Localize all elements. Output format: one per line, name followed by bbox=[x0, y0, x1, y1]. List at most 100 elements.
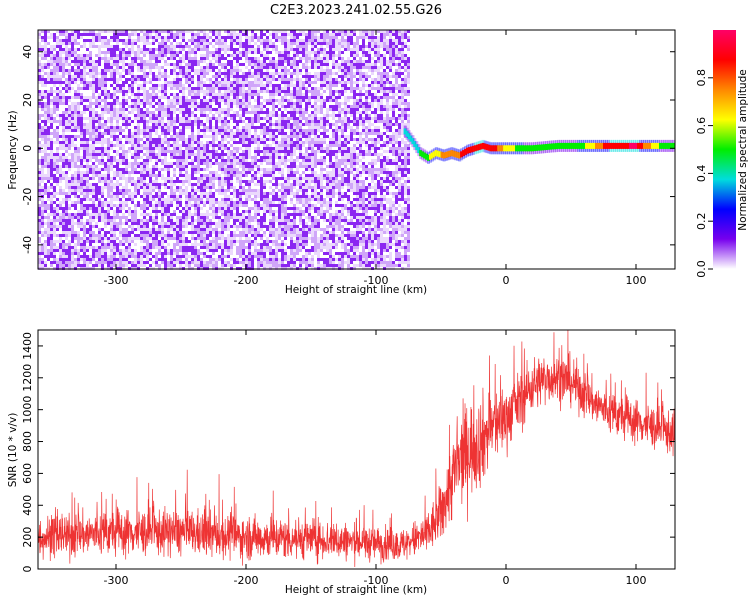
spectrogram-noise-cell bbox=[56, 216, 59, 219]
spectrogram-noise-cell bbox=[269, 219, 272, 222]
spectrogram-noise-cell bbox=[185, 225, 188, 228]
spectrogram-noise-cell bbox=[137, 222, 140, 225]
spectrogram-noise-cell bbox=[194, 177, 197, 180]
spectrogram-noise-cell bbox=[50, 198, 53, 201]
spectrogram-noise-cell bbox=[191, 132, 194, 135]
spectrogram-noise-cell bbox=[227, 81, 230, 84]
spectrogram-noise-cell bbox=[83, 111, 86, 114]
spectrogram-noise-cell bbox=[164, 45, 167, 48]
spectrogram-noise-cell bbox=[185, 42, 188, 45]
spectrogram-noise-cell bbox=[185, 222, 188, 225]
spectrogram-noise-cell bbox=[83, 54, 86, 57]
spectrogram-noise-cell bbox=[89, 177, 92, 180]
spectrogram-noise-cell bbox=[269, 135, 272, 138]
spectrogram-noise-cell bbox=[119, 144, 122, 147]
spectrogram-noise-cell bbox=[71, 255, 74, 258]
spectrogram-noise-cell bbox=[239, 159, 242, 162]
spectrogram-noise-cell bbox=[266, 156, 269, 159]
spectrogram-noise-cell bbox=[56, 204, 59, 207]
spectrogram-noise-cell bbox=[113, 240, 116, 243]
spectrogram-noise-cell bbox=[179, 180, 182, 183]
spectrogram-noise-cell bbox=[59, 66, 62, 69]
spectrogram-noise-cell bbox=[158, 249, 161, 252]
spectrogram-noise-cell bbox=[107, 180, 110, 183]
spectrogram-noise-cell bbox=[146, 135, 149, 138]
spectrogram-noise-cell bbox=[65, 48, 68, 51]
spectrogram-noise-cell bbox=[113, 225, 116, 228]
spectrogram-noise-cell bbox=[137, 126, 140, 129]
spectrogram-noise-cell bbox=[155, 36, 158, 39]
spectrogram-noise-cell bbox=[116, 246, 119, 249]
spectrogram-noise-cell bbox=[254, 138, 257, 141]
spectrogram-noise-cell bbox=[53, 261, 56, 264]
spectrogram-noise-cell bbox=[161, 120, 164, 123]
spectrogram-noise-cell bbox=[50, 159, 53, 162]
spectrogram-noise-cell bbox=[221, 39, 224, 42]
spectrogram-noise-cell bbox=[194, 231, 197, 234]
spectrogram-noise-cell bbox=[179, 69, 182, 72]
spectrogram-noise-cell bbox=[110, 240, 113, 243]
spectrogram-noise-cell bbox=[83, 153, 86, 156]
spectrogram-noise-cell bbox=[179, 105, 182, 108]
spectrogram-noise-cell bbox=[89, 57, 92, 60]
spectrogram-noise-cell bbox=[116, 57, 119, 60]
spectrogram-noise-cell bbox=[41, 129, 44, 132]
spectrogram-noise-cell bbox=[56, 162, 59, 165]
spectrogram-noise-cell bbox=[221, 84, 224, 87]
spectrogram-noise-cell bbox=[41, 51, 44, 54]
spectrogram-noise-cell bbox=[164, 138, 167, 141]
spectrogram-noise-cell bbox=[215, 234, 218, 237]
spectrogram-noise-cell bbox=[62, 177, 65, 180]
spectrogram-noise-cell bbox=[161, 57, 164, 60]
spectrogram-noise-cell bbox=[146, 144, 149, 147]
spectrogram-noise-cell bbox=[248, 246, 251, 249]
spectrogram-noise-cell bbox=[68, 108, 71, 111]
spectrogram-noise-cell bbox=[110, 207, 113, 210]
spectrogram-noise-cell bbox=[41, 261, 44, 264]
spectrogram-noise-cell bbox=[161, 66, 164, 69]
spectrogram-noise-cell bbox=[122, 186, 125, 189]
spectrogram-noise-cell bbox=[200, 228, 203, 231]
spectrogram-noise-cell bbox=[116, 72, 119, 75]
spectrogram-noise-cell bbox=[227, 72, 230, 75]
spectrogram-noise-cell bbox=[98, 237, 101, 240]
spectrogram-noise-cell bbox=[149, 213, 152, 216]
spectrogram-noise-cell bbox=[125, 45, 128, 48]
spectrogram-noise-cell bbox=[113, 93, 116, 96]
spectrogram-noise-cell bbox=[254, 99, 257, 102]
spectrogram-noise-cell bbox=[128, 54, 131, 57]
spectrogram-noise-cell bbox=[269, 261, 272, 264]
spectrogram-noise-cell bbox=[74, 75, 77, 78]
spectrogram-noise-cell bbox=[113, 171, 116, 174]
spectrogram-noise-cell bbox=[62, 228, 65, 231]
spectrogram-noise-cell bbox=[116, 78, 119, 81]
spectrogram-noise-cell bbox=[116, 102, 119, 105]
spectrogram-noise-cell bbox=[50, 192, 53, 195]
spectrogram-noise-cell bbox=[191, 252, 194, 255]
spectrogram-noise-cell bbox=[164, 39, 167, 42]
spectrogram-noise-cell bbox=[119, 234, 122, 237]
spectrogram-noise-cell bbox=[143, 225, 146, 228]
spectrogram-noise-cell bbox=[122, 66, 125, 69]
spectrogram-noise-cell bbox=[71, 183, 74, 186]
spectrogram-noise-cell bbox=[131, 105, 134, 108]
spectrogram-noise-cell bbox=[242, 42, 245, 45]
spectrogram-noise-cell bbox=[140, 264, 143, 267]
spectrogram-noise-cell bbox=[260, 237, 263, 240]
spectrogram-noise-cell bbox=[191, 231, 194, 234]
spectrogram-noise-cell bbox=[41, 180, 44, 183]
spectrogram-noise-cell bbox=[227, 255, 230, 258]
spectrogram-noise-cell bbox=[203, 234, 206, 237]
spectrogram-noise-cell bbox=[173, 249, 176, 252]
spectrogram-noise-cell bbox=[125, 57, 128, 60]
spectrogram-noise-cell bbox=[197, 165, 200, 168]
spectrogram-noise-cell bbox=[131, 219, 134, 222]
spectrogram-noise-cell bbox=[137, 105, 140, 108]
spectrogram-noise-cell bbox=[236, 204, 239, 207]
spectrogram-noise-cell bbox=[98, 99, 101, 102]
spectrogram-noise-cell bbox=[65, 36, 68, 39]
spectrogram-noise-cell bbox=[221, 42, 224, 45]
spectrogram-noise-cell bbox=[50, 48, 53, 51]
spectrogram-noise-cell bbox=[212, 174, 215, 177]
spectrogram-noise-cell bbox=[47, 159, 50, 162]
